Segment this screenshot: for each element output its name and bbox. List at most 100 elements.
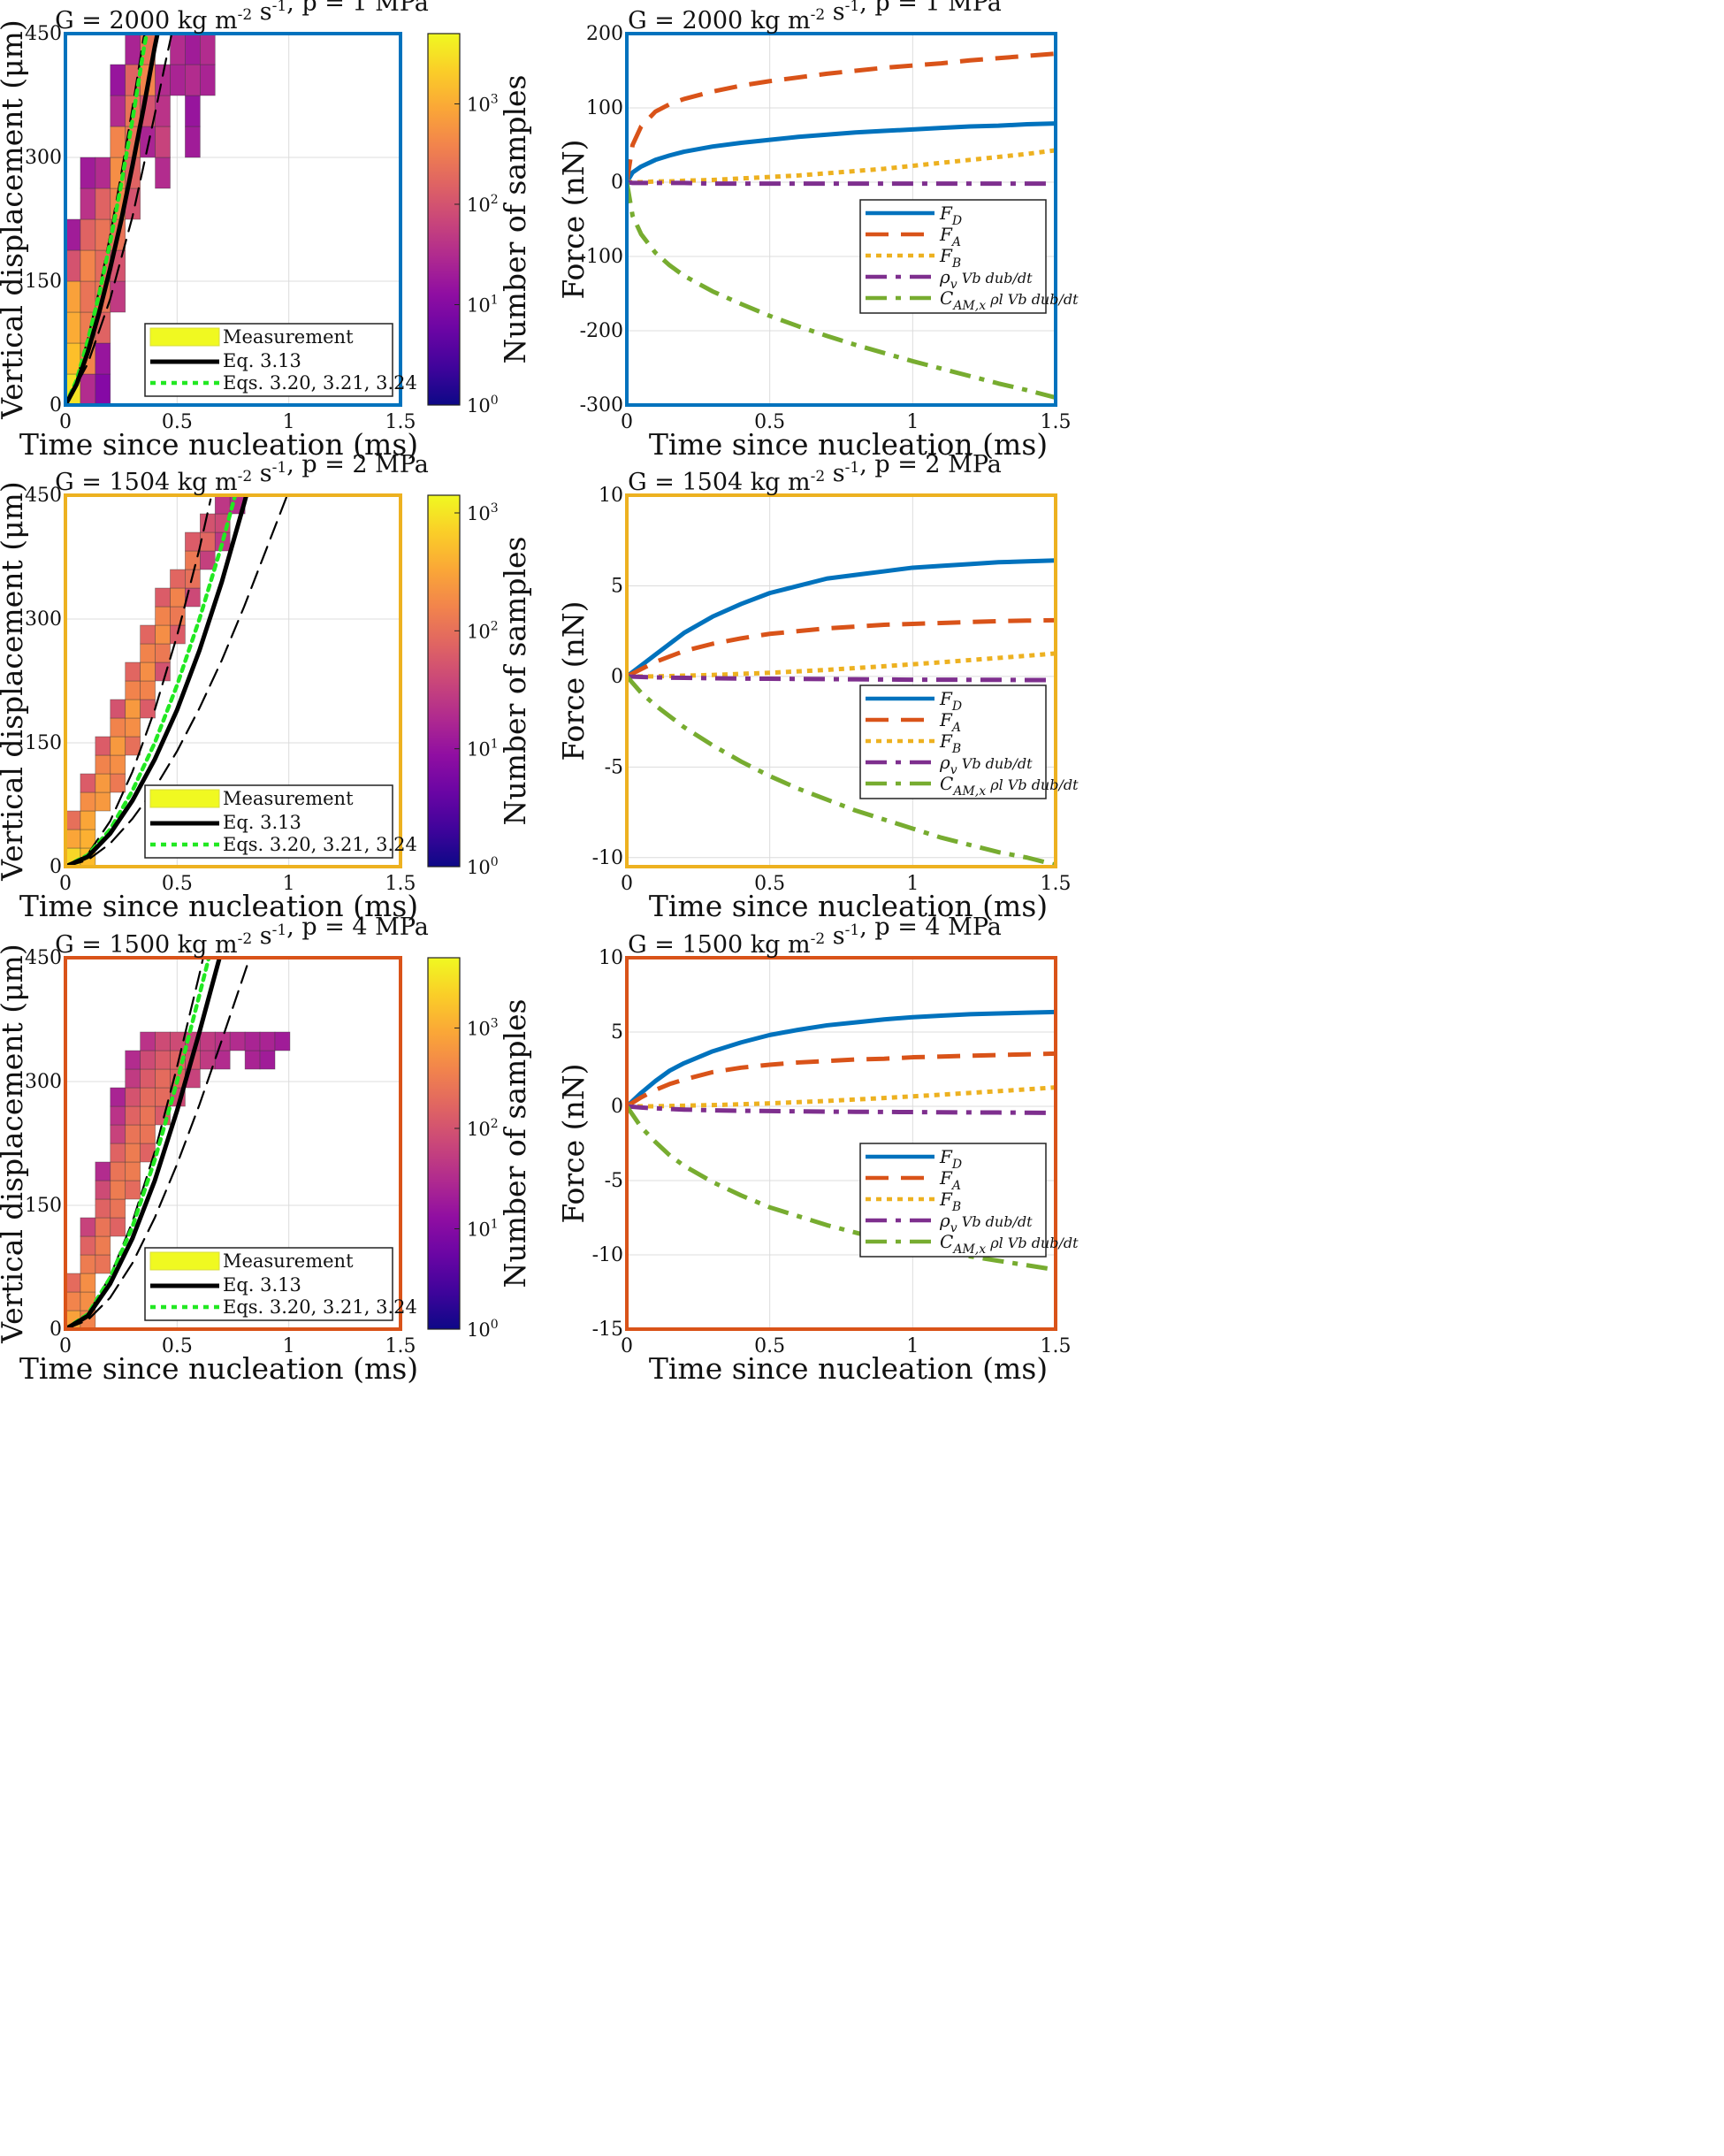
x-tick-label: 1	[283, 411, 295, 433]
heatmap-cell	[140, 1124, 156, 1144]
heatmap-cell	[155, 643, 171, 663]
heatmap-cell	[95, 754, 111, 775]
heatmap-cell	[155, 606, 171, 626]
colorbar-tick-label: 102	[467, 193, 499, 216]
heatmap-cell	[110, 1124, 126, 1144]
x-tick-label: 1	[906, 873, 919, 895]
heatmap-cell	[95, 187, 111, 220]
x-tick-label: 0	[59, 1335, 72, 1357]
heatmap-cell	[125, 34, 141, 65]
heatmap-cell	[200, 1031, 216, 1051]
heatmap-cell	[140, 680, 156, 700]
series-group	[627, 558, 1056, 867]
heatmap-cell	[170, 34, 186, 65]
heatmap-cell	[110, 95, 126, 127]
heatmap-cell	[155, 1050, 171, 1070]
legend-label: FD	[939, 1146, 962, 1172]
y-tick-label: 0	[50, 856, 62, 878]
series-group	[627, 1009, 1056, 1273]
heatmap-cell	[80, 810, 96, 830]
x-tick-label: 1.5	[385, 873, 416, 895]
heatmap-cell	[110, 736, 126, 756]
y-tick-label: -100	[580, 246, 623, 268]
heatmap-cell	[80, 218, 96, 251]
x-tick-label: 1	[283, 1335, 295, 1357]
heatmap-cell	[110, 754, 126, 775]
heatmap-cell	[80, 187, 96, 220]
colorbar-label: Number of samples	[498, 999, 532, 1288]
y-axis-label: Vertical displacement (μm)	[0, 481, 29, 881]
series-line-rho-v-v-b-du-b-dt	[627, 1104, 1056, 1115]
force-panel-4: 0 0.5 1 1.5 -10 -5 0 5 10 Time since nucleation (…	[556, 451, 1079, 923]
heatmap-cell	[110, 699, 126, 719]
colorbar-gradient	[427, 494, 461, 868]
panel-frame	[625, 32, 1057, 407]
heatmap-cell	[125, 1050, 141, 1070]
heatmap-cell	[140, 699, 156, 719]
heatmap-cell	[200, 64, 216, 96]
x-axis-label: Time since nucleation (ms)	[19, 427, 418, 462]
y-tick-label: 0	[50, 1319, 62, 1341]
heatmap-cell	[80, 1254, 96, 1274]
heatmap-cell	[95, 791, 111, 812]
heatmap-cell	[274, 1031, 291, 1051]
curve-eq313	[65, 958, 222, 1329]
x-tick-label: 0.5	[162, 411, 193, 433]
series-line-f-d	[627, 1009, 1056, 1108]
y-tick-label: 450	[25, 485, 62, 507]
heatmap-cell	[65, 280, 81, 313]
heatmap-cell	[155, 1068, 171, 1089]
colorbar-label: Number of samples	[498, 75, 532, 364]
heatmap-cell	[95, 342, 111, 375]
heatmap-cell	[170, 64, 186, 96]
heatmap-cell	[125, 1143, 141, 1163]
x-tick-label: 0.5	[754, 411, 785, 433]
legend-label: CAM,x ρl Vb dub/dt	[940, 1231, 1079, 1257]
y-axis-label: Force (nN)	[556, 600, 591, 761]
x-tick-label: 0	[621, 1335, 633, 1357]
x-tick-label: 0.5	[754, 873, 785, 895]
force-panel-6: 0 0.5 1 1.5 -15 -10 -5 0 5 10 Time since nucleatio…	[556, 914, 1079, 1386]
heatmap-cell	[170, 587, 186, 608]
heatmap-cell	[95, 1254, 111, 1274]
panel-frame	[64, 32, 402, 407]
heatmap-cell	[80, 1217, 96, 1237]
heatmap-panel-3: 0 0.5 1 1.5 0 150 300 450 Time since nucleation …	[0, 451, 532, 923]
heatmap-cell	[259, 1050, 276, 1070]
heatmap-cells	[65, 34, 216, 405]
curve-eq313	[65, 34, 160, 405]
heatmap-cell	[110, 1198, 126, 1219]
heatmap-cell	[140, 126, 156, 158]
y-axis-label: Vertical displacement (μm)	[0, 944, 29, 1343]
heatmap-cell	[110, 1143, 126, 1163]
legend-label: Measurement	[223, 326, 354, 348]
heatmap-cell	[110, 280, 126, 313]
legend-label: Eq. 3.13	[223, 812, 301, 833]
y-tick-label: 150	[25, 271, 62, 293]
legend-label: FD	[939, 203, 962, 228]
heatmap-cell	[140, 1068, 156, 1089]
y-tick-label: -300	[580, 394, 623, 417]
heatmap-cell	[110, 64, 126, 96]
heatmap-cell	[185, 34, 201, 65]
heatmap-cell	[80, 280, 96, 313]
heatmap-cells	[65, 495, 289, 867]
heatmap-cell	[95, 773, 111, 793]
heatmap-cell	[125, 1161, 141, 1181]
force-panel-2: 0 0.5 1 1.5 -300 -200 -100 0 100 200 Time since nu…	[556, 0, 1079, 462]
legend-swatch-measurement	[149, 327, 220, 347]
y-tick-label: -5	[605, 1170, 623, 1192]
x-tick-label: 1	[906, 411, 919, 433]
panel-title: G = 1504 kg m-2 s-1, p = 2 MPa	[55, 451, 429, 496]
x-tick-label: 0.5	[754, 1335, 785, 1357]
colorbar-tick-label: 103	[467, 92, 499, 115]
colorbar-gradient	[427, 33, 461, 406]
y-tick-label: -10	[592, 847, 623, 869]
x-tick-label: 0	[59, 873, 72, 895]
series-line-f-a	[627, 1051, 1056, 1109]
heatmap-cell	[259, 1031, 276, 1051]
y-tick-label: 5	[611, 1021, 623, 1044]
